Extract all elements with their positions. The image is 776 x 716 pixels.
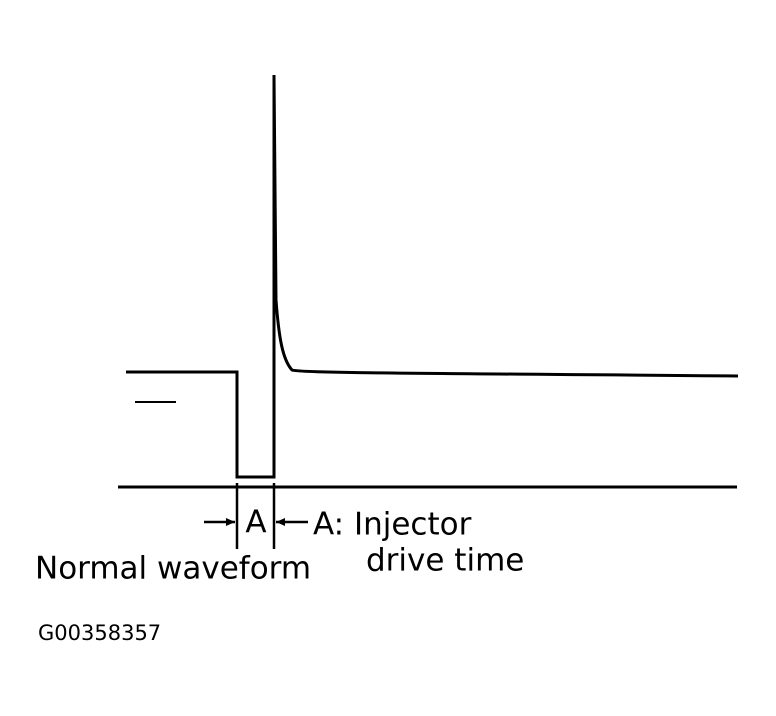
legend-line: A: Injector	[313, 507, 472, 543]
legend-line: drive time	[366, 543, 524, 579]
waveform	[126, 74, 739, 479]
figure-id: G00358357	[38, 621, 161, 645]
segment-label: A	[245, 505, 266, 541]
caption: Normal waveform	[35, 551, 311, 587]
waveform-drawing	[118, 74, 739, 549]
